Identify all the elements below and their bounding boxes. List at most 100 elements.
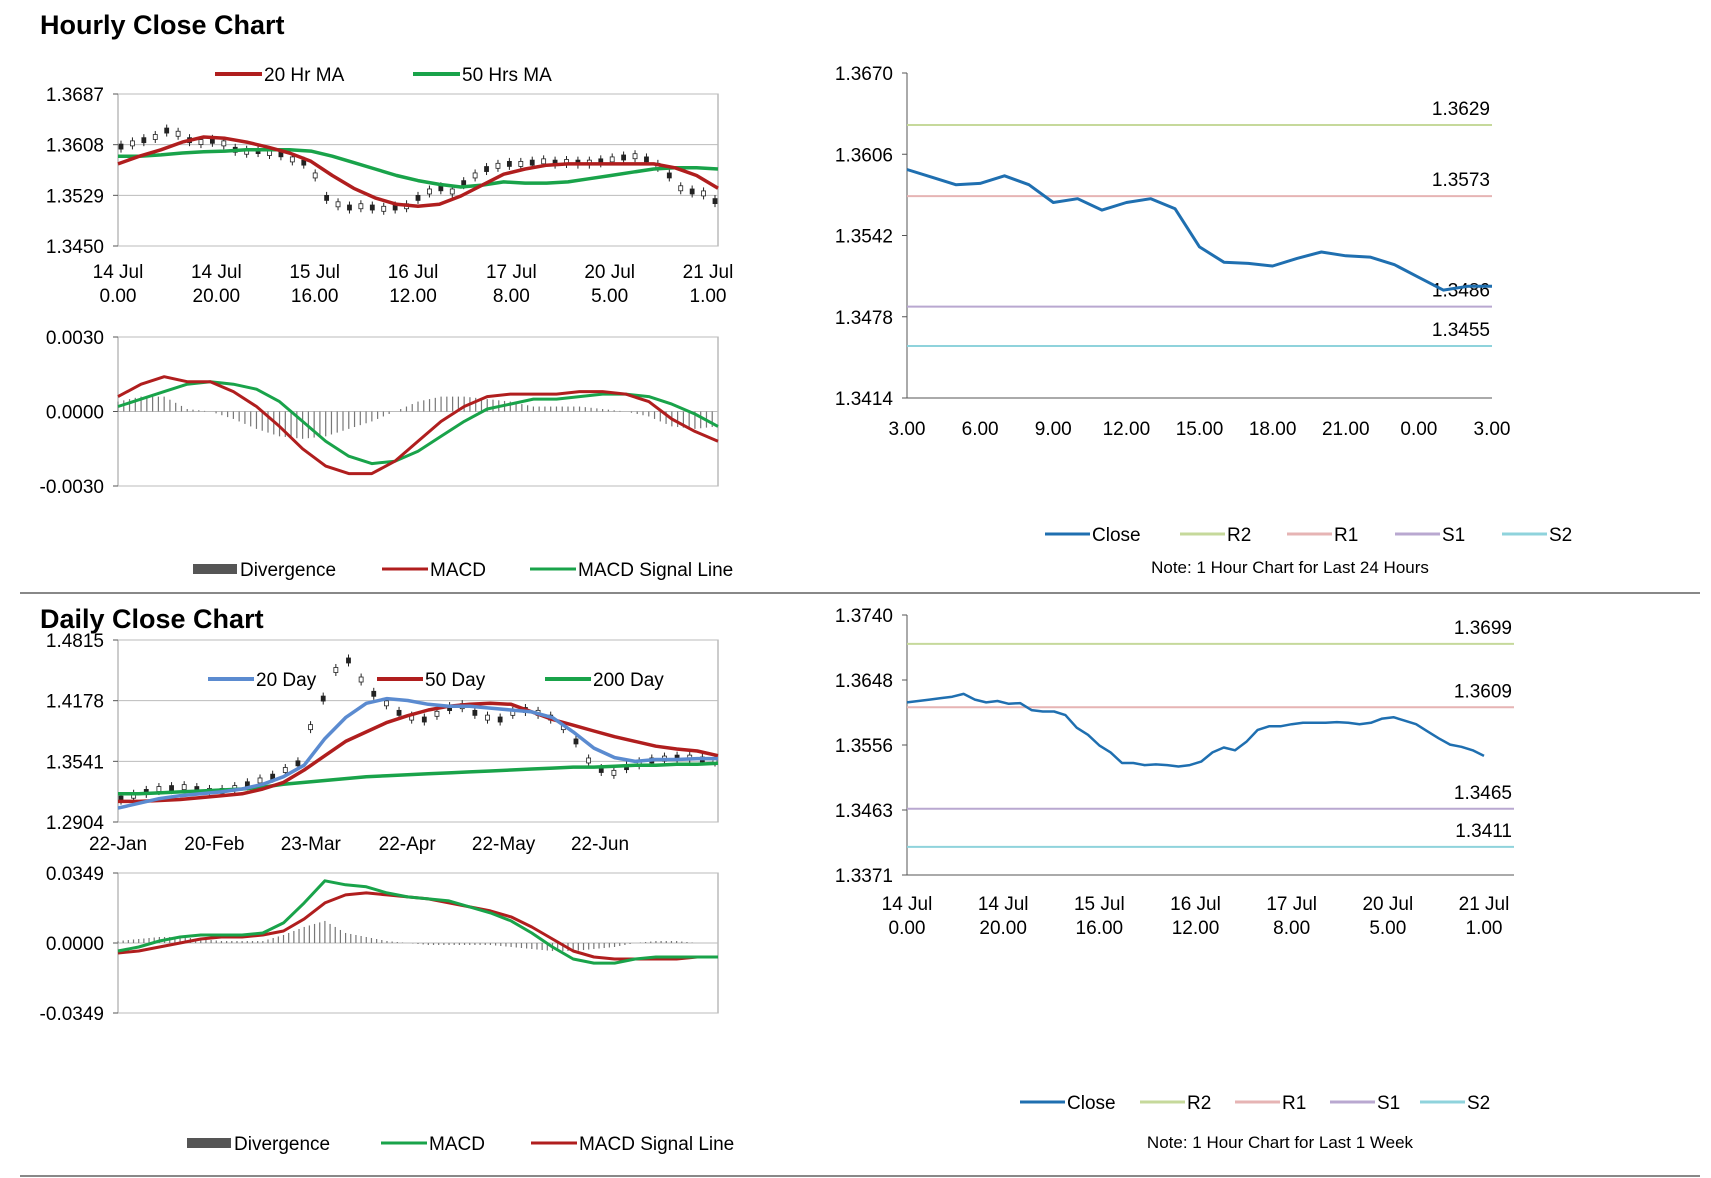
x-axis-tick-label: 17 Jul	[486, 262, 537, 283]
y-axis-tick-label: 1.3450	[46, 237, 104, 258]
legend-divergence-swatch	[193, 564, 237, 574]
legend: Close R2 R1 S1 S2 Note: 1 Hour Chart for…	[1045, 525, 1572, 577]
x-axis-tick-label: 16.00	[291, 286, 339, 307]
legend: Divergence MACD MACD Signal Line	[187, 1134, 734, 1155]
legend-macd-label: MACD	[430, 560, 486, 581]
x-axis-tick-label: 15.00	[1176, 419, 1224, 440]
candle-body	[396, 709, 402, 716]
candle-body	[678, 185, 684, 192]
legend-close-label: Close	[1067, 1093, 1116, 1114]
y-axis-tick-label: 1.3414	[835, 389, 894, 410]
x-axis-tick-label: 14 Jul	[191, 262, 242, 283]
x-axis-tick-label: 15 Jul	[1074, 894, 1125, 915]
macd-line	[117, 879, 718, 965]
legend-macd-label: MACD	[429, 1134, 485, 1155]
x-axis-tick-label: 20 Jul	[584, 262, 635, 283]
legend-s1-label: S1	[1377, 1093, 1400, 1114]
y-axis-tick-label: 1.3541	[46, 752, 104, 773]
x-axis-tick-label: 21 Jul	[1459, 894, 1510, 915]
candle-body	[472, 172, 478, 179]
candle-body	[369, 204, 375, 211]
legend-close-label: Close	[1092, 525, 1141, 546]
candle-body	[712, 198, 718, 205]
legend-200day-label: 200 Day	[593, 670, 664, 691]
candle-body	[221, 140, 227, 147]
legend-ma50-label: 50 Hrs MA	[462, 65, 552, 86]
x-axis-tick-label: 20 Jul	[1362, 894, 1413, 915]
legend-r1-label: R1	[1282, 1093, 1306, 1114]
candle-body	[666, 172, 672, 179]
candle-body	[632, 153, 638, 160]
candle-body	[164, 127, 170, 134]
x-axis-tick-label: 21.00	[1322, 419, 1370, 440]
candle-body	[335, 201, 341, 208]
legend: 20 Day 50 Day 200 Day	[208, 670, 664, 691]
candle-body	[621, 154, 627, 161]
level-r1-label: 1.3573	[1432, 170, 1490, 191]
candle-body	[282, 767, 288, 773]
close-line	[906, 692, 1485, 768]
candle-body	[257, 777, 263, 784]
candle-body	[484, 166, 489, 172]
x-axis-tick-label: 3.00	[1474, 419, 1511, 440]
macd-line	[117, 375, 719, 476]
hourly-section-title: Hourly Close Chart	[40, 10, 285, 40]
candle-body	[586, 757, 592, 764]
level-r1-label: 1.3609	[1454, 681, 1512, 702]
x-axis-tick-label: 15 Jul	[289, 262, 340, 283]
x-axis-tick-label: 0.00	[1400, 419, 1437, 440]
legend: Divergence MACD MACD Signal Line	[193, 560, 733, 581]
legend-divergence-label: Divergence	[240, 560, 336, 581]
candle-body	[472, 709, 478, 716]
candle-body	[689, 188, 695, 195]
close-line	[906, 168, 1492, 292]
candle-body	[130, 140, 135, 147]
candle-body	[381, 205, 387, 212]
candle-body	[358, 203, 364, 210]
level-r2-label: 1.3699	[1454, 618, 1512, 639]
y-axis-tick-label: -0.0030	[40, 477, 104, 498]
candle-body	[358, 676, 364, 683]
plot-frame	[117, 93, 719, 247]
candle-body	[421, 716, 427, 723]
candle-body	[333, 667, 339, 673]
x-axis-tick-label: 22-Jan	[89, 834, 147, 855]
y-axis-tick-label: 1.3478	[835, 308, 893, 329]
y-axis-tick-label: 1.4178	[46, 692, 104, 713]
y-axis-tick-label: 1.3463	[835, 801, 893, 822]
candle-body	[289, 156, 295, 163]
x-axis-tick-label: 17 Jul	[1266, 894, 1317, 915]
level-s2-label: 1.3411	[1455, 821, 1512, 842]
x-axis-tick-label: 1.00	[1466, 918, 1503, 939]
ma20-line	[117, 135, 719, 208]
x-axis-tick-label: 16.00	[1076, 918, 1124, 939]
level-s1-label: 1.3465	[1454, 783, 1512, 804]
y-axis-tick-label: 1.3687	[46, 85, 104, 106]
candle-body	[156, 786, 162, 792]
day200-line	[118, 761, 719, 796]
x-axis-tick-label: 23-Mar	[281, 834, 342, 855]
level-s1-label: 1.3486	[1432, 281, 1490, 302]
legend-50day-label: 50 Day	[425, 670, 486, 691]
x-axis-tick-label: 12.00	[1103, 419, 1151, 440]
ma50-line	[118, 148, 719, 189]
legend-ma20-label: 20 Hr MA	[264, 65, 345, 86]
day50-line	[118, 701, 719, 804]
x-axis-tick-label: 12.00	[1172, 918, 1220, 939]
chart-note: Note: 1 Hour Chart for Last 24 Hours	[1151, 558, 1429, 577]
x-axis-tick-label: 21 Jul	[683, 262, 734, 283]
x-axis-tick-label: 22-Jun	[571, 834, 629, 855]
x-axis-tick-label: 1.00	[690, 286, 727, 307]
candle-body	[518, 161, 524, 167]
y-axis-tick-label: 0.0349	[46, 864, 104, 885]
candle-body	[644, 156, 649, 163]
x-axis-tick-label: 6.00	[962, 419, 999, 440]
candle-body	[141, 137, 147, 144]
candle-body	[611, 769, 617, 776]
legend-r2-label: R2	[1227, 525, 1251, 546]
candle-body	[506, 161, 512, 167]
legend-signal-label: MACD Signal Line	[579, 1134, 734, 1155]
candle-body	[438, 185, 444, 192]
x-axis-tick-label: 9.00	[1035, 419, 1072, 440]
candle-body	[181, 784, 187, 791]
